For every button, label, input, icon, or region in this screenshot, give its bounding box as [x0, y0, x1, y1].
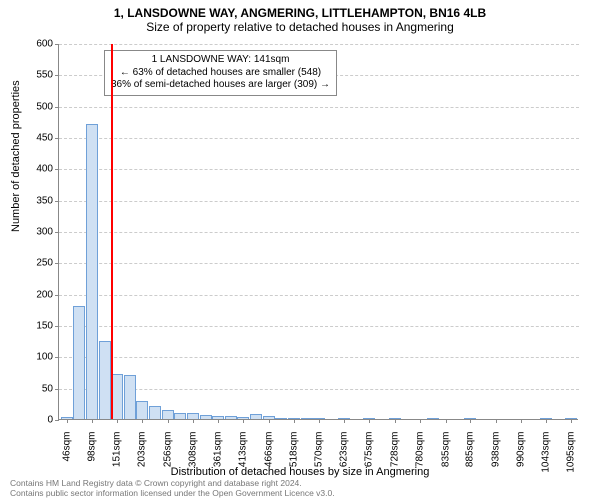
xtick-mark: [395, 419, 396, 423]
bar: [124, 375, 136, 419]
gridline: [59, 295, 579, 296]
annotation-line-1: 1 LANSDOWNE WAY: 141sqm: [111, 54, 330, 67]
chart-area: 05010015020025030035040045050055060046sq…: [58, 44, 578, 420]
annotation-line-3: 36% of semi-detached houses are larger (…: [111, 79, 330, 92]
ytick-label: 500: [23, 101, 53, 112]
xtick-mark: [67, 419, 68, 423]
bar: [162, 410, 174, 419]
ytick-label: 550: [23, 70, 53, 81]
y-axis-label: Number of detached properties: [10, 80, 22, 232]
bar: [149, 406, 161, 419]
xtick-mark: [142, 419, 143, 423]
gridline: [59, 201, 579, 202]
ytick-mark: [55, 169, 59, 170]
xtick-mark: [546, 419, 547, 423]
ytick-mark: [55, 201, 59, 202]
bar: [250, 414, 262, 419]
xtick-mark: [218, 419, 219, 423]
gridline: [59, 169, 579, 170]
annotation-line-2: ← 63% of detached houses are smaller (54…: [111, 67, 330, 80]
ytick-label: 100: [23, 352, 53, 363]
ytick-label: 450: [23, 133, 53, 144]
bar: [275, 418, 287, 419]
ytick-mark: [55, 232, 59, 233]
xtick-mark: [117, 419, 118, 423]
xtick-mark: [344, 419, 345, 423]
ytick-mark: [55, 357, 59, 358]
gridline: [59, 232, 579, 233]
ytick-label: 200: [23, 289, 53, 300]
xtick-mark: [294, 419, 295, 423]
ytick-mark: [55, 138, 59, 139]
xtick-mark: [571, 419, 572, 423]
bar: [73, 306, 85, 419]
ytick-label: 300: [23, 227, 53, 238]
gridline: [59, 326, 579, 327]
xtick-mark: [243, 419, 244, 423]
ytick-label: 150: [23, 321, 53, 332]
xtick-mark: [193, 419, 194, 423]
ytick-mark: [55, 44, 59, 45]
ytick-label: 350: [23, 195, 53, 206]
ytick-mark: [55, 75, 59, 76]
bar: [225, 416, 237, 419]
footer-line-2: Contains public sector information licen…: [10, 489, 335, 498]
xtick-mark: [470, 419, 471, 423]
bar: [99, 341, 111, 419]
xtick-mark: [521, 419, 522, 423]
bar: [301, 418, 313, 419]
xtick-mark: [369, 419, 370, 423]
ytick-mark: [55, 420, 59, 421]
gridline: [59, 107, 579, 108]
ytick-label: 50: [23, 383, 53, 394]
bar: [86, 124, 98, 419]
xtick-mark: [446, 419, 447, 423]
gridline: [59, 44, 579, 45]
footer-attribution: Contains HM Land Registry data © Crown c…: [10, 479, 335, 498]
bar: [174, 413, 186, 419]
xtick-mark: [420, 419, 421, 423]
bar: [136, 401, 148, 419]
ytick-mark: [55, 389, 59, 390]
ytick-mark: [55, 326, 59, 327]
marker-line: [111, 44, 113, 419]
xtick-mark: [319, 419, 320, 423]
ytick-mark: [55, 263, 59, 264]
ytick-label: 0: [23, 415, 53, 426]
title-block: 1, LANSDOWNE WAY, ANGMERING, LITTLEHAMPT…: [0, 0, 600, 34]
gridline: [59, 389, 579, 390]
bar: [200, 415, 212, 419]
x-axis-label: Distribution of detached houses by size …: [0, 466, 600, 478]
xtick-mark: [496, 419, 497, 423]
ytick-mark: [55, 295, 59, 296]
gridline: [59, 138, 579, 139]
xtick-mark: [269, 419, 270, 423]
title-address: 1, LANSDOWNE WAY, ANGMERING, LITTLEHAMPT…: [0, 6, 600, 20]
ytick-mark: [55, 107, 59, 108]
title-subtitle: Size of property relative to detached ho…: [0, 20, 600, 34]
ytick-label: 600: [23, 39, 53, 50]
xtick-mark: [92, 419, 93, 423]
gridline: [59, 357, 579, 358]
annotation-box: 1 LANSDOWNE WAY: 141sqm ← 63% of detache…: [104, 50, 337, 96]
ytick-label: 400: [23, 164, 53, 175]
xtick-mark: [168, 419, 169, 423]
gridline: [59, 263, 579, 264]
plot-area: 05010015020025030035040045050055060046sq…: [58, 44, 578, 420]
bar: [427, 418, 439, 419]
ytick-label: 250: [23, 258, 53, 269]
